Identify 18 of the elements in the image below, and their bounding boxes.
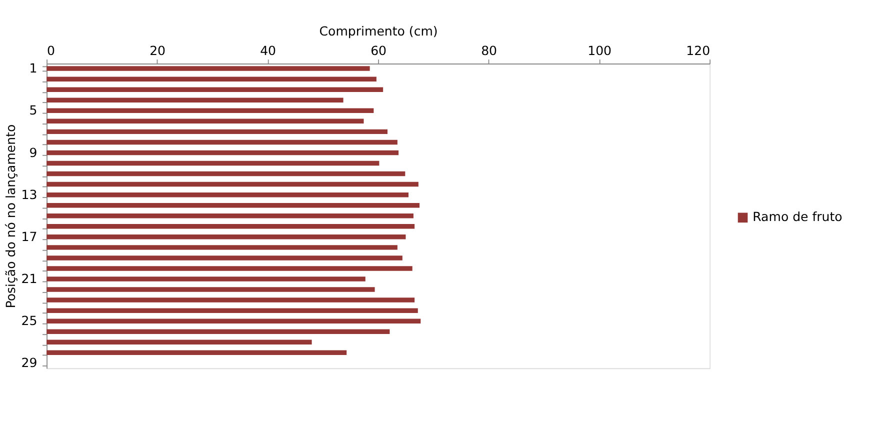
x-tick-label: 60 (370, 43, 387, 58)
y-tick-label: 5 (29, 102, 38, 118)
x-tick-label: 20 (150, 43, 166, 58)
y-tick-label: 25 (21, 313, 38, 328)
y-tick-label: 17 (21, 228, 38, 244)
x-tick-label: 80 (481, 43, 498, 58)
x-tick-label: 100 (588, 43, 612, 58)
x-tick-label: 0 (47, 43, 56, 58)
x-axis-title: Comprimento (cm) (319, 23, 438, 38)
y-tick-label: 1 (29, 60, 38, 76)
y-tick-label: 13 (21, 186, 38, 202)
y-tick-label: 29 (21, 355, 38, 370)
x-tick-label: 40 (260, 43, 276, 58)
x-tick-label: 120 (686, 43, 710, 58)
y-tick-label: 9 (29, 144, 38, 160)
legend-label: Ramo de fruto (752, 209, 842, 224)
y-tick-label: 21 (21, 271, 38, 286)
y-axis-title: Posição do nó no lançamento (2, 124, 18, 308)
